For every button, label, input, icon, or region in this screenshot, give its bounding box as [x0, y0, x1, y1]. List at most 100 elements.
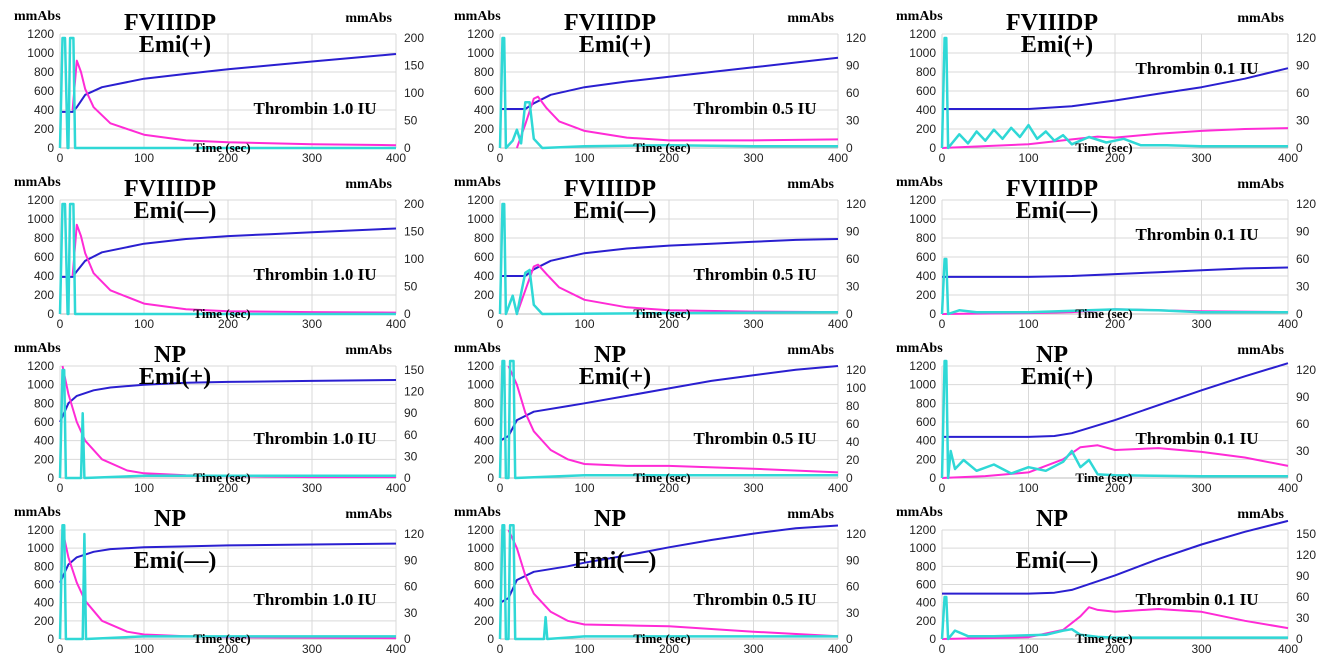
x-tick-label: 0 — [497, 317, 504, 331]
y-right-unit: mmAbs — [1237, 11, 1284, 26]
chart-panel-11: 0 200 400 600 800 1000 1200 0 100 200 300 400 0 30 60 9… — [440, 496, 880, 657]
series-line-blue — [59, 542, 397, 584]
x-tick-label: 400 — [828, 481, 848, 495]
y-left-tick-label: 800 — [916, 559, 936, 573]
y-left-tick-label: 400 — [34, 434, 54, 448]
x-tick-label: 0 — [939, 481, 946, 495]
y-left-tick-label: 400 — [916, 269, 936, 283]
y-right-tick-label: 90 — [1296, 390, 1310, 404]
y-right-tick-label: 150 — [404, 225, 424, 239]
y-left-tick-label: 1200 — [909, 359, 936, 373]
y-right-tick-label: 30 — [846, 114, 860, 128]
y-right-tick-label: 120 — [846, 527, 866, 541]
y-left-tick-label: 0 — [929, 471, 936, 485]
y-right-tick-label: 150 — [404, 363, 424, 377]
x-tick-label: 0 — [57, 481, 64, 495]
y-left-unit: mmAbs — [896, 341, 943, 356]
y-right-tick-label: 150 — [1296, 527, 1316, 541]
y-left-tick-label: 0 — [487, 632, 494, 646]
y-left-tick-label: 1200 — [467, 27, 494, 41]
y-right-tick-label: 0 — [404, 307, 411, 321]
y-right-tick-label: 0 — [404, 471, 411, 485]
y-left-tick-label: 0 — [47, 632, 54, 646]
x-tick-label: 0 — [939, 151, 946, 165]
y-right-tick-label: 30 — [846, 280, 860, 294]
sample-title: FVIIIDP — [124, 10, 216, 36]
y-right-tick-label: 30 — [404, 449, 418, 463]
emi-title: Emi(+) — [579, 364, 651, 390]
y-left-tick-label: 600 — [916, 250, 936, 264]
y-left-tick-label: 200 — [34, 122, 54, 136]
y-left-tick-label: 0 — [487, 141, 494, 155]
emi-title: Emi(+) — [579, 32, 651, 58]
y-right-unit: mmAbs — [345, 11, 392, 26]
y-right-tick-label: 0 — [846, 307, 853, 321]
y-left-tick-label: 1000 — [27, 378, 54, 392]
series-line-cyan — [498, 36, 838, 150]
chart-panel-2: 0 200 400 600 800 1000 1200 0 100 200 300 400 0 30 60 9… — [440, 0, 880, 166]
series-line-cyan — [940, 595, 1288, 641]
y-left-tick-label: 600 — [34, 84, 54, 98]
y-left-tick-label: 200 — [34, 288, 54, 302]
y-right-tick-label: 0 — [1296, 141, 1303, 155]
sample-title: NP — [1036, 506, 1068, 532]
y-right-unit: mmAbs — [345, 177, 392, 192]
y-right-tick-label: 100 — [846, 381, 866, 395]
y-right-tick-label: 0 — [1296, 632, 1303, 646]
y-left-tick-label: 0 — [47, 307, 54, 321]
y-left-tick-label: 200 — [474, 122, 494, 136]
y-left-unit: mmAbs — [454, 175, 501, 190]
x-tick-label: 100 — [1018, 642, 1038, 656]
x-tick-label: 400 — [386, 481, 406, 495]
y-right-tick-label: 30 — [1296, 114, 1310, 128]
x-axis-label: Time (sec) — [1075, 470, 1132, 485]
x-axis-label: Time (sec) — [633, 306, 690, 321]
y-left-tick-label: 800 — [34, 231, 54, 245]
series-line-blue — [60, 227, 397, 278]
sample-title: NP — [154, 506, 186, 532]
x-tick-label: 0 — [939, 642, 946, 656]
y-left-tick-label: 1200 — [27, 359, 54, 373]
y-right-tick-label: 30 — [404, 606, 418, 620]
y-right-tick-label: 120 — [1296, 363, 1316, 377]
series-line-blue — [942, 266, 1289, 278]
y-left-unit: mmAbs — [896, 175, 943, 190]
chart-panel-1: 0 200 400 600 800 1000 1200 0 100 200 300 400 0 50 100… — [0, 0, 438, 166]
chart-panel-5: 0 200 400 600 800 1000 1200 0 100 200 300 400 0 30 60 9… — [440, 166, 880, 332]
y-left-tick-label: 1200 — [467, 523, 494, 537]
series-line-cyan — [498, 202, 839, 316]
series-line-blue — [60, 53, 397, 113]
sample-title: NP — [1036, 342, 1068, 368]
x-tick-label: 100 — [134, 317, 154, 331]
y-right-tick-label: 30 — [846, 606, 860, 620]
x-tick-label: 0 — [57, 642, 64, 656]
x-tick-label: 400 — [1278, 481, 1298, 495]
y-left-tick-label: 600 — [474, 250, 494, 264]
y-left-tick-label: 0 — [929, 141, 936, 155]
series-line-cyan — [498, 524, 838, 641]
x-tick-label: 200 — [659, 642, 679, 656]
y-right-tick-label: 90 — [1296, 569, 1310, 583]
y-left-tick-label: 1000 — [467, 212, 494, 226]
y-left-tick-label: 1000 — [27, 541, 54, 555]
y-left-tick-label: 800 — [474, 396, 494, 410]
y-right-tick-label: 90 — [1296, 59, 1310, 73]
y-left-unit: mmAbs — [14, 341, 61, 356]
x-tick-label: 300 — [1191, 317, 1211, 331]
y-right-tick-label: 120 — [846, 363, 866, 377]
y-right-tick-label: 60 — [846, 580, 860, 594]
y-right-tick-label: 30 — [1296, 611, 1310, 625]
x-tick-label: 100 — [574, 151, 594, 165]
x-tick-label: 300 — [1191, 151, 1211, 165]
series-line-magenta — [507, 529, 839, 638]
emi-title: Emi(+) — [1021, 364, 1093, 390]
y-left-tick-label: 200 — [916, 452, 936, 466]
thrombin-label: Thrombin 0.1 IU — [1136, 225, 1259, 244]
thrombin-label: Thrombin 0.1 IU — [1136, 590, 1259, 609]
y-right-unit: mmAbs — [787, 11, 834, 26]
x-tick-label: 400 — [386, 151, 406, 165]
x-tick-label: 300 — [302, 151, 322, 165]
